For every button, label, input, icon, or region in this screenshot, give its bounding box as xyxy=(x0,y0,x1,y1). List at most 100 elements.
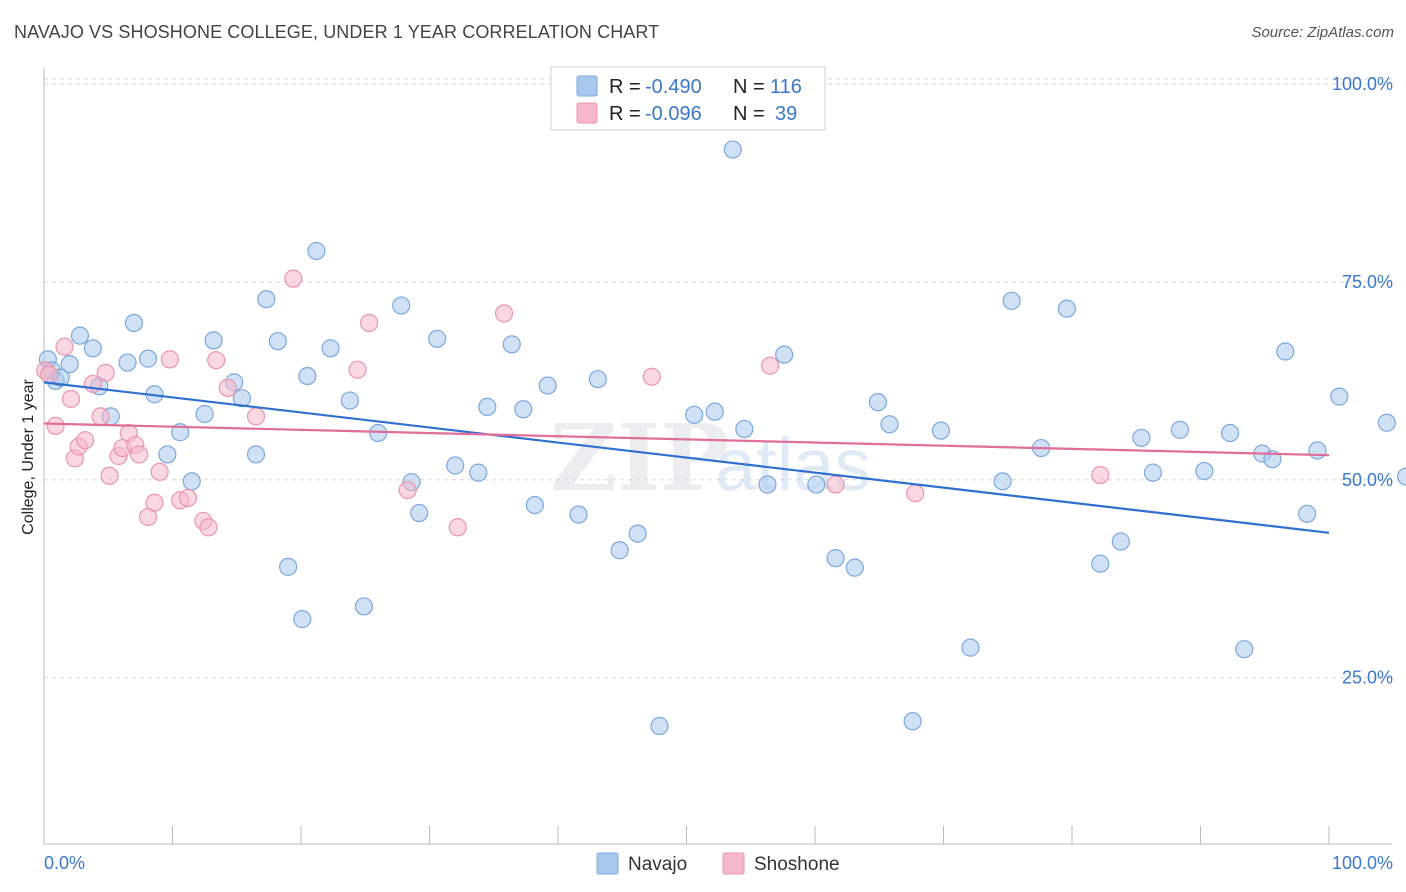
navajo-point-40 xyxy=(525,495,544,515)
navajo-point-47 xyxy=(685,405,704,424)
navajo-point-34 xyxy=(428,329,447,348)
shoshone-point-28 xyxy=(284,269,303,288)
navajo-point-37 xyxy=(478,397,497,417)
shoshone-point-38 xyxy=(1091,465,1110,485)
navajo-point-48 xyxy=(705,402,724,421)
stats-legend: R = -0.490 N = 116 R = -0.096 N = 39 xyxy=(550,66,826,131)
navajo-point-5 xyxy=(70,326,90,345)
navajo-point-58 xyxy=(903,712,922,731)
navajo-point-17 xyxy=(204,331,223,350)
navajo-point-52 xyxy=(775,345,794,364)
navajo-point-61 xyxy=(993,472,1012,491)
navajo-point-71 xyxy=(1220,423,1240,443)
navajo-point-39 xyxy=(514,400,533,419)
navajo-point-45 xyxy=(628,524,647,543)
shoshone-point-36 xyxy=(826,475,845,494)
navajo-point-46 xyxy=(650,716,669,736)
navajo-point-20 xyxy=(246,445,266,464)
navajo-point-28 xyxy=(340,391,359,410)
shoshone-r-label: R = xyxy=(609,103,641,125)
shoshone-point-22 xyxy=(178,488,198,508)
navajo-point-29 xyxy=(354,597,374,616)
shoshone-point-30 xyxy=(360,313,379,333)
navajo-r-value: -0.490 xyxy=(645,76,702,98)
navajo-point-55 xyxy=(845,558,864,577)
navajo-point-60 xyxy=(961,638,980,657)
axes xyxy=(43,68,1392,845)
navajo-point-70 xyxy=(1195,461,1214,481)
y-tick-label-75: 75.0% xyxy=(1342,272,1393,292)
legend-navajo-swatch xyxy=(596,852,619,875)
navajo-point-80 xyxy=(1397,467,1406,486)
shoshone-point-9 xyxy=(91,407,110,426)
chart-source: Source: ZipAtlas.com xyxy=(1251,24,1394,41)
gridlines xyxy=(44,78,1392,679)
x-tick-label-100: 100.0% xyxy=(1332,853,1393,873)
shoshone-point-33 xyxy=(494,304,514,323)
navajo-point-36 xyxy=(469,463,488,482)
navajo-point-16 xyxy=(195,404,214,424)
navajo-n-label: N = xyxy=(733,76,765,98)
shoshone-point-25 xyxy=(207,351,226,370)
shoshone-point-20 xyxy=(160,350,180,369)
navajo-swatch xyxy=(576,75,598,97)
navajo-point-79 xyxy=(1377,413,1396,432)
y-tick-label-100: 100.0% xyxy=(1332,74,1393,94)
x-tick-label-0: 0.0% xyxy=(44,853,85,873)
legend-shoshone-swatch xyxy=(722,852,745,875)
navajo-n-value: 116 xyxy=(770,76,802,98)
navajo-point-66 xyxy=(1111,532,1130,551)
navajo-point-59 xyxy=(931,421,951,440)
navajo-point-44 xyxy=(610,541,629,560)
navajo-point-64 xyxy=(1057,299,1076,318)
navajo-point-26 xyxy=(307,241,326,261)
series-legend: Navajo Shoshone xyxy=(596,852,840,875)
shoshone-point-34 xyxy=(642,367,661,386)
navajo-point-75 xyxy=(1276,342,1295,361)
navajo-point-72 xyxy=(1235,640,1254,659)
watermark-zip: ZIP xyxy=(550,404,729,512)
navajo-point-33 xyxy=(410,503,429,523)
navajo-point-69 xyxy=(1170,420,1190,439)
shoshone-point-11 xyxy=(100,466,119,485)
navajo-point-15 xyxy=(182,472,201,491)
navajo-point-22 xyxy=(268,332,287,351)
navajo-point-51 xyxy=(758,475,777,494)
y-axis-label: College, Under 1 year xyxy=(20,379,37,535)
navajo-point-6 xyxy=(83,339,102,358)
shoshone-point-18 xyxy=(145,493,164,512)
shoshone-point-35 xyxy=(760,356,780,375)
shoshone-n-label: N = xyxy=(733,103,765,125)
navajo-point-56 xyxy=(868,393,888,412)
navajo-point-24 xyxy=(293,610,312,629)
shoshone-point-26 xyxy=(218,378,237,398)
shoshone-point-27 xyxy=(246,407,266,426)
navajo-point-27 xyxy=(321,339,340,358)
navajo-point-19 xyxy=(232,389,251,408)
shoshone-point-24 xyxy=(199,518,218,537)
navajo-point-65 xyxy=(1091,554,1110,573)
shoshone-points xyxy=(36,269,1110,537)
legend-navajo-label: Navajo xyxy=(628,854,687,875)
shoshone-point-32 xyxy=(448,518,467,537)
chart-title: NAVAJO VS SHOSHONE COLLEGE, UNDER 1 YEAR… xyxy=(14,22,660,42)
navajo-point-67 xyxy=(1132,428,1151,447)
navajo-point-30 xyxy=(369,423,388,443)
navajo-point-21 xyxy=(257,290,276,309)
navajo-r-label: R = xyxy=(609,76,641,98)
navajo-points xyxy=(38,140,1406,736)
shoshone-point-3 xyxy=(55,337,74,356)
shoshone-point-29 xyxy=(348,360,367,379)
trend-lines xyxy=(43,381,1330,534)
shoshone-swatch xyxy=(576,102,598,124)
y-tick-labels: 25.0% 50.0% 75.0% 100.0% xyxy=(1332,74,1393,688)
navajo-point-43 xyxy=(588,370,607,389)
navajo-point-50 xyxy=(735,419,754,439)
shoshone-point-19 xyxy=(150,462,169,481)
navajo-point-38 xyxy=(502,335,521,354)
navajo-point-9 xyxy=(118,353,137,372)
watermark: ZIP atlas xyxy=(550,404,871,512)
navajo-point-13 xyxy=(158,445,177,464)
navajo-point-68 xyxy=(1143,463,1163,482)
